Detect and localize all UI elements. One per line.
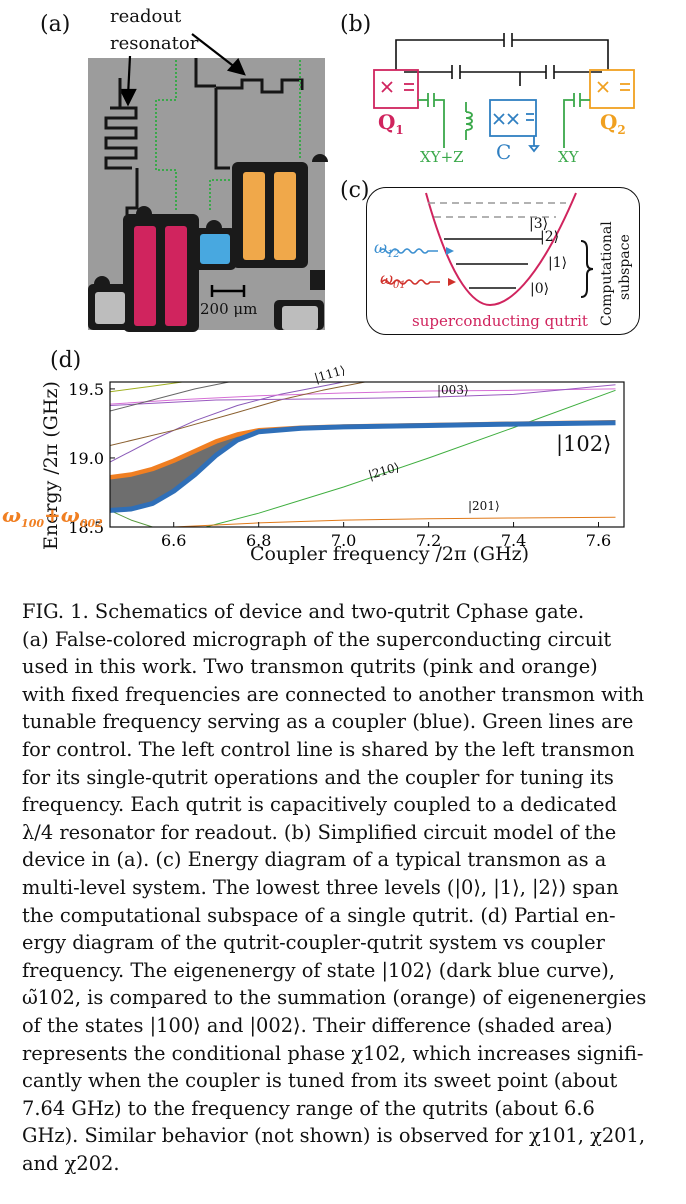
x-tick-label: 6.6 xyxy=(161,531,186,550)
series-line-10 xyxy=(110,509,153,527)
caption-line: frequency. The eigenenergy of state |102… xyxy=(22,958,615,982)
series-line-4 xyxy=(110,382,344,463)
x-tick-label: 6.8 xyxy=(246,531,271,550)
level-3: |3⟩ xyxy=(529,216,549,232)
plot-frame xyxy=(109,381,625,528)
x-tick-label: 7.0 xyxy=(331,531,356,550)
xy-label: XY xyxy=(558,148,579,166)
phase-shaded-area xyxy=(110,422,616,511)
series-line-5 xyxy=(110,388,616,405)
caption-line: GHz). Similar behavior (not shown) is ob… xyxy=(22,1124,645,1148)
label-201: |201⟩ xyxy=(468,499,500,513)
scale-bar-label: 200 μm xyxy=(200,300,258,318)
level-0: |0⟩ xyxy=(530,281,550,297)
x-tick-label: 7.2 xyxy=(416,531,441,550)
figure-caption: FIG. 1. Schematics of device and two-qut… xyxy=(22,598,666,1177)
q1-label: Q1 xyxy=(378,110,404,137)
energy-chart: 6.6 6.8 7.0 7.2 7.4 7.6 18.5 19.0 19.5 xyxy=(68,380,625,550)
caption-line: tunable frequency serving as a coupler (… xyxy=(22,710,634,734)
y-tick-label: 19.0 xyxy=(68,449,104,468)
q2-label: Q2 xyxy=(600,110,626,137)
label-003: |003⟩ xyxy=(437,383,469,397)
readout-label-line2: resonator xyxy=(110,33,199,54)
panel-c-label: (c) xyxy=(340,178,370,203)
panel-a-label: (a) xyxy=(40,12,71,37)
level-1: |1⟩ xyxy=(548,255,568,271)
caption-line: 7.64 GHz) to the frequency range of the … xyxy=(22,1096,595,1120)
circuit-diagram xyxy=(373,33,635,153)
caption-line: FIG. 1. Schematics of device and two-qut… xyxy=(22,600,585,623)
energy-diagram xyxy=(379,192,594,307)
caption-line: for control. The left control line is sh… xyxy=(22,737,635,761)
panel-d-label: (d) xyxy=(50,348,82,373)
omega01-label: ω01 xyxy=(380,269,406,292)
energy-diagram-box xyxy=(366,187,640,335)
y-tick-label: 18.5 xyxy=(68,518,104,537)
caption-line: with fixed frequencies are connected to … xyxy=(22,682,645,706)
readout-label-line1: readout xyxy=(110,6,182,27)
scale-bar xyxy=(210,285,246,297)
x-axis-label: Coupler frequency /2π (GHz) xyxy=(250,543,530,565)
subspace-line1: Computational xyxy=(599,221,615,326)
caption-line: device in (a). (c) Energy diagram of a t… xyxy=(22,848,607,872)
xyz-label: XY+Z xyxy=(420,148,464,166)
caption-line: ω̃102, is compared to the summation (ora… xyxy=(22,986,647,1010)
sum-label: ω100+ω002 xyxy=(2,503,103,530)
y-tick-label: 19.5 xyxy=(68,380,104,399)
series-line-0 xyxy=(110,420,616,513)
caption-line: and χ202. xyxy=(22,1151,120,1175)
caption-line: the computational subspace of a single q… xyxy=(22,903,616,927)
qutrit-caption: superconducting qutrit xyxy=(412,312,588,330)
caption-line: frequency. Each qutrit is capacitively c… xyxy=(22,793,617,817)
caption-line: (a) False-colored micrograph of the supe… xyxy=(22,627,612,651)
series-line-2 xyxy=(203,389,616,527)
coupler-label: C xyxy=(496,140,512,164)
caption-line: used in this work. Two transmon qutrits … xyxy=(22,655,598,679)
series-line-7 xyxy=(110,384,616,406)
level-2: |2⟩ xyxy=(540,229,560,245)
caption-line: multi-level system. The lowest three lev… xyxy=(22,875,619,899)
caption-line: of the states |100⟩ and |002⟩. Their dif… xyxy=(22,1013,613,1037)
x-tick-label: 7.6 xyxy=(586,531,611,550)
omega12-label: ω12 xyxy=(374,238,400,261)
micrograph xyxy=(88,33,328,332)
label-102: |102⟩ xyxy=(556,432,612,456)
series-line-6 xyxy=(110,382,365,446)
series-line-3 xyxy=(165,516,616,527)
caption-line: cantly when the coupler is tuned from it… xyxy=(22,1069,618,1093)
control-lines xyxy=(155,60,301,210)
caption-line: λ/4 resonator for readout. (b) Simplifie… xyxy=(22,820,617,844)
caption-line: represents the conditional phase χ102, w… xyxy=(22,1041,644,1065)
caption-line: ergy diagram of the qutrit-coupler-qutri… xyxy=(22,931,605,955)
series-line-9 xyxy=(110,382,183,393)
annotation-arrows xyxy=(119,33,246,107)
x-tick-label: 7.4 xyxy=(501,531,526,550)
caption-line: for its single-qutrit operations and the… xyxy=(22,765,614,789)
series-line-8 xyxy=(110,382,229,412)
subspace-line2: subspace xyxy=(617,234,633,300)
panel-b-label: (b) xyxy=(340,12,372,37)
